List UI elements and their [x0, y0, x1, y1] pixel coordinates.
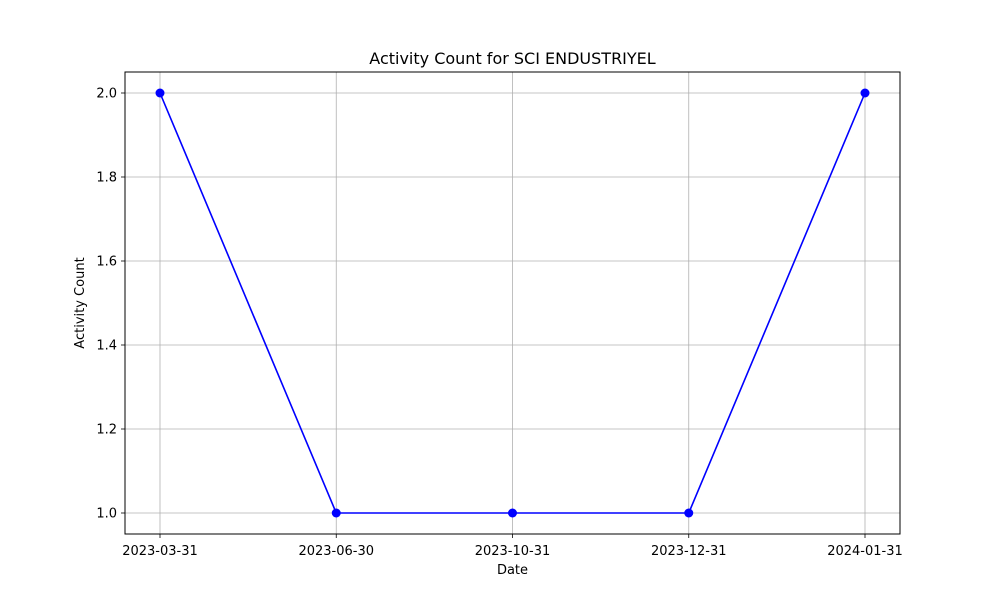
y-tick-label: 1.4 — [96, 339, 117, 354]
data-point — [684, 508, 694, 518]
x-tick-label: 2023-12-31 — [651, 544, 727, 559]
chart-title: Activity Count for SCI ENDUSTRIYEL — [369, 49, 656, 68]
x-tick-label: 2023-06-30 — [298, 544, 374, 559]
y-tick-label: 1.2 — [96, 423, 117, 438]
y-tick-label: 1.0 — [96, 507, 117, 522]
y-tick-label: 2.0 — [96, 87, 117, 102]
data-point — [331, 508, 341, 518]
x-tick-label: 2023-03-31 — [122, 544, 198, 559]
ticks: 2023-03-31 2023-06-30 2023-10-31 2023-12-31… — [96, 87, 902, 560]
data-point — [155, 88, 165, 98]
y-axis-label: Activity Count — [73, 257, 88, 348]
data-point — [508, 508, 517, 518]
x-tick-label: 2023-10-31 — [475, 544, 551, 559]
series-layer — [155, 88, 870, 518]
x-tick-label: 2024-01-31 — [827, 544, 903, 559]
y-tick-label: 1.6 — [96, 255, 117, 270]
y-tick-label: 1.8 — [96, 171, 117, 186]
x-axis-label: Date — [497, 563, 528, 578]
data-point — [860, 88, 870, 98]
